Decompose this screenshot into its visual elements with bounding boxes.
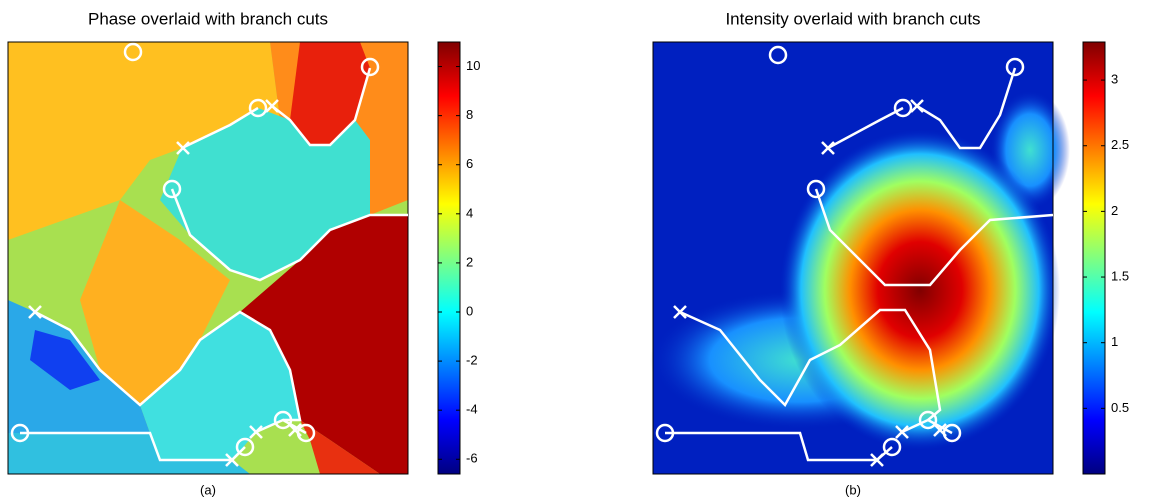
colorbar-tick-label: 1 xyxy=(1111,334,1118,349)
colorbar-tick-label: 4 xyxy=(466,205,473,220)
colorbar-tick-label: 6 xyxy=(466,156,473,171)
colorbar-tick-label: -4 xyxy=(466,402,478,417)
colorbar-tick-label: 2 xyxy=(1111,203,1118,218)
branch-cuts xyxy=(655,45,1054,467)
colorbar xyxy=(1082,41,1106,475)
colorbar-tick-label: 10 xyxy=(466,58,480,73)
colorbar-tick-label: 0 xyxy=(466,303,473,318)
branch-cuts xyxy=(10,42,408,467)
caption: (b) xyxy=(845,482,861,497)
colorbar-tick-label: -6 xyxy=(466,451,478,466)
intensity-image xyxy=(650,41,1070,475)
phase-image xyxy=(7,41,409,475)
caption: (a) xyxy=(200,482,216,497)
colorbar-tick-label: 3 xyxy=(1111,72,1118,87)
colorbar-tick-label: -2 xyxy=(466,353,478,368)
colorbar-tick-label: 2.5 xyxy=(1111,137,1129,152)
colorbar-tick-label: 8 xyxy=(466,107,473,122)
colorbar-tick-label: 2 xyxy=(466,254,473,269)
title: Intensity overlaid with branch cuts xyxy=(725,9,980,28)
colorbar-tick-label: 1.5 xyxy=(1111,268,1129,283)
title: Phase overlaid with branch cuts xyxy=(88,9,328,28)
colorbar xyxy=(437,41,461,475)
colorbar-tick-label: 0.5 xyxy=(1111,400,1129,415)
